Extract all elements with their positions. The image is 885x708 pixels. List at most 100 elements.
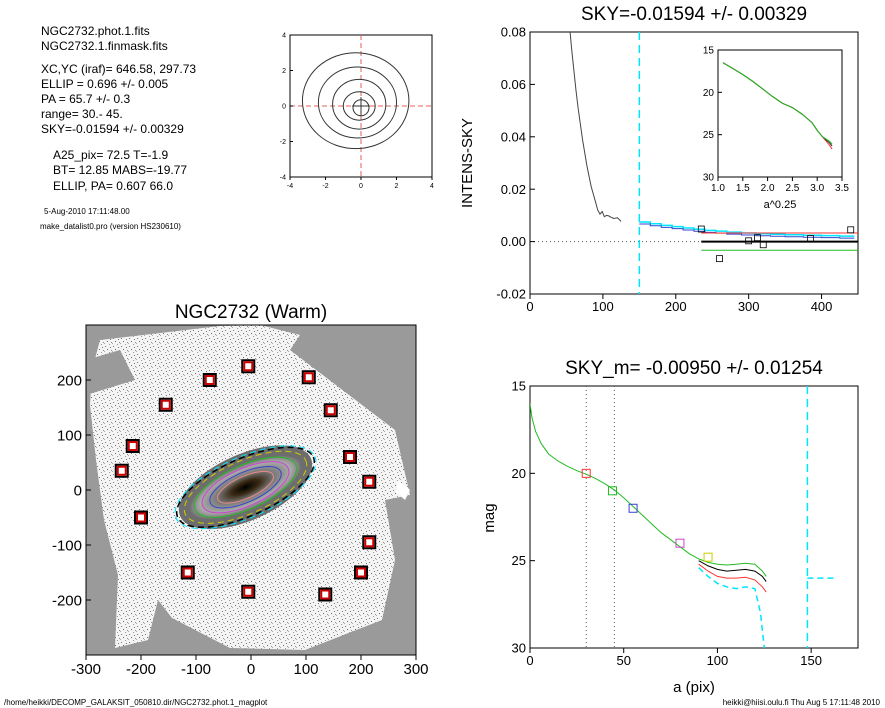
image-xtick-label: -200 — [126, 661, 156, 678]
mag-yellow-square-marker — [703, 552, 713, 562]
sky-box-inner — [303, 372, 314, 383]
info-line-ellip: ELLIP = 0.696 +/- 0.005 — [41, 77, 169, 91]
sky-inset-frame — [717, 49, 843, 178]
sky-plot-frame — [529, 31, 859, 295]
sky-xtick-label: 100 — [592, 299, 614, 314]
info-line-pa: PA = 65.7 +/- 0.3 — [41, 92, 131, 106]
sky-ytick-label: 0.04 — [501, 129, 526, 144]
sky-box-inner — [364, 476, 375, 487]
inset-x-axis-label: a^0.25 — [764, 199, 797, 211]
image-masked-strip — [396, 480, 410, 500]
mag-ytick-label: 20 — [512, 466, 526, 481]
sky-box — [202, 373, 217, 387]
inset-ytick-label: 20 — [703, 88, 715, 99]
isophote-ellipse-cyan — [174, 445, 317, 530]
isophote-ellipse-magenta — [201, 461, 290, 514]
info-block: NGC2732.phot.1.fits NGC2732.1.finmask.fi… — [40, 24, 196, 231]
sky-square-marker — [697, 225, 705, 233]
sky-box — [241, 359, 256, 374]
sky-box-inner — [136, 512, 146, 523]
image-ytick-label: -200 — [52, 592, 82, 609]
info-date: 5-Aug-2010 17:11:48.00 — [44, 207, 130, 216]
mag-ytick-label: 30 — [512, 641, 526, 656]
mag-profile-line — [530, 403, 767, 577]
sky-box-inner — [364, 537, 375, 548]
sky-ytick-label: 0.08 — [501, 25, 526, 40]
mag-ytick-label: 15 — [512, 379, 526, 394]
inset-ytick-label: 25 — [703, 130, 715, 141]
sky-box-inner — [182, 567, 193, 578]
isophote-ellipse-yellow — [183, 450, 308, 524]
sky-box-inner — [204, 375, 215, 385]
sky-square-marker — [745, 237, 753, 245]
sky-square-marker — [716, 255, 723, 263]
sky-ytick-label: -0.02 — [496, 287, 526, 302]
info-line-ellip-pa: ELLIP, PA= 0.607 66.0 — [53, 179, 173, 193]
inset-xtick-label: 1.0 — [711, 183, 725, 194]
sky-xtick-label: 0 — [526, 299, 533, 314]
contour-xtick-label: 4 — [430, 183, 434, 190]
mag-cyan-tail-line — [698, 567, 766, 648]
inset-xtick-label: 2.0 — [761, 183, 775, 194]
sky-ytick-label: 0.06 — [501, 77, 526, 92]
sky-box — [301, 370, 316, 385]
mag-blue-square-marker — [628, 503, 638, 513]
sky-box — [318, 587, 333, 602]
mag-red-square-marker — [581, 468, 591, 478]
image-ytick-label: 0 — [74, 482, 82, 499]
sky-box — [343, 450, 357, 464]
info-line-a25: A25_pix= 72.5 T=-1.9 — [53, 148, 169, 162]
contour-plot: -4 -2 0 2 4 4 2 0 -2 -4 — [280, 32, 434, 190]
sky-ytick-label: 0.00 — [501, 234, 526, 249]
sky-xtick-label: 200 — [665, 299, 687, 314]
sky-xtick-label: 300 — [738, 299, 760, 314]
sky-blue-step-line — [639, 223, 855, 239]
sky-plot-title: SKY=-0.01594 +/- 0.00329 — [581, 4, 807, 25]
contour-xtick-label: -4 — [287, 183, 293, 190]
mag-black-tail-line — [698, 560, 767, 582]
footer-user-date: heikki@hiisi.oulu.fi Thu Aug 5 17:11:48 … — [723, 698, 881, 707]
sky-box — [241, 584, 256, 599]
sky-box-inner — [243, 361, 254, 372]
mag-magenta-square-marker — [675, 538, 685, 548]
contour-ytick-label: 0 — [282, 103, 286, 110]
contour-level — [301, 52, 410, 150]
image-footprint-notch — [86, 350, 135, 395]
sky-ytick-label: 0.02 — [501, 182, 526, 197]
mag-xtick-label: 50 — [616, 653, 630, 668]
image-ytick-label: 200 — [57, 372, 82, 389]
mag-plot-title: SKY_m= -0.00950 +/- 0.01254 — [565, 358, 823, 379]
image-ytick-label: -100 — [52, 537, 82, 554]
sky-square-marker — [754, 234, 761, 242]
sky-box — [180, 565, 195, 580]
mag-green-square-marker — [607, 486, 617, 496]
inset-ytick-label: 30 — [703, 173, 715, 184]
contour-level — [342, 91, 376, 121]
galaxy-body — [189, 455, 302, 520]
contour-xtick-label: 2 — [395, 183, 399, 190]
contour-ytick-label: -2 — [280, 139, 286, 146]
mag-x-axis-label: a (pix) — [673, 679, 715, 696]
info-line-bt: BT= 12.85 MABS=-19.77 — [53, 163, 187, 177]
isophote-ellipse-black — [175, 446, 316, 528]
image-plot-title: NGC2732 (Warm) — [175, 302, 327, 323]
contour-ytick-label: 4 — [282, 32, 286, 39]
sky-square-marker — [759, 241, 767, 249]
mag-xtick-label: 150 — [800, 653, 822, 668]
sky-square-marker — [847, 226, 855, 234]
sky-box-inner — [325, 405, 336, 416]
sky-square-marker — [807, 235, 815, 242]
contour-level — [317, 66, 398, 139]
inset-xtick-label: 1.5 — [736, 183, 750, 194]
sky-plot: SKY=-0.01594 +/- 0.00329 INTENS-SKY 0 100… — [459, 4, 859, 314]
sky-box-inner — [320, 589, 331, 600]
sky-box-inner — [160, 399, 171, 410]
sky-box — [114, 463, 129, 478]
footer-path: /home/heikki/DECOMP_GALAKSIT_050810.dir/… — [4, 698, 268, 707]
contour-ytick-label: -4 — [280, 174, 286, 181]
inset-xtick-label: 3.0 — [810, 183, 824, 194]
info-line-sky: SKY=-0.01594 +/- 0.00329 — [41, 122, 184, 136]
sky-cyan-step-line — [639, 221, 855, 237]
inset-xtick-label: 2.5 — [785, 183, 799, 194]
